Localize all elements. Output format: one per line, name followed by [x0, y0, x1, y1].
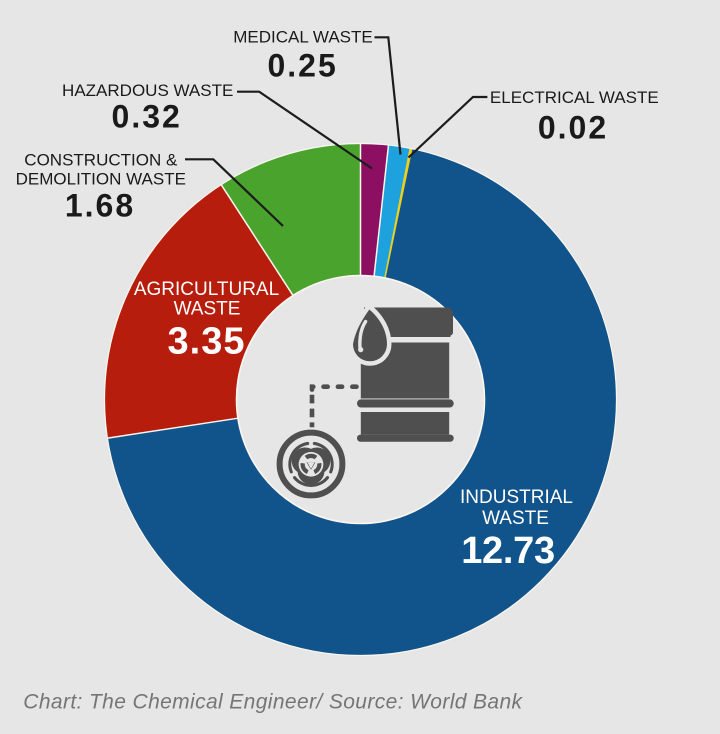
svg-text:12.73: 12.73 — [461, 530, 555, 572]
svg-text:WASTE: WASTE — [174, 299, 241, 320]
svg-text:0.02: 0.02 — [538, 110, 608, 146]
svg-text:ELECTRICAL WASTE: ELECTRICAL WASTE — [490, 88, 659, 107]
svg-text:WASTE: WASTE — [482, 508, 549, 529]
svg-text:0.32: 0.32 — [112, 99, 182, 135]
svg-text:AGRICULTURAL: AGRICULTURAL — [134, 279, 279, 300]
svg-text:MEDICAL WASTE: MEDICAL WASTE — [233, 28, 372, 47]
svg-text:INDUSTRIAL: INDUSTRIAL — [460, 487, 573, 508]
svg-text:DEMOLITION WASTE: DEMOLITION WASTE — [16, 170, 186, 189]
svg-text:0.25: 0.25 — [267, 48, 337, 84]
svg-text:HAZARDOUS WASTE: HAZARDOUS WASTE — [62, 81, 233, 100]
svg-text:1.68: 1.68 — [65, 188, 135, 224]
svg-text:3.35: 3.35 — [168, 321, 246, 363]
svg-text:CONSTRUCTION &: CONSTRUCTION & — [24, 151, 178, 170]
svg-text:Chart: The Chemical Engineer/: Chart: The Chemical Engineer/ Source: Wo… — [23, 691, 523, 714]
